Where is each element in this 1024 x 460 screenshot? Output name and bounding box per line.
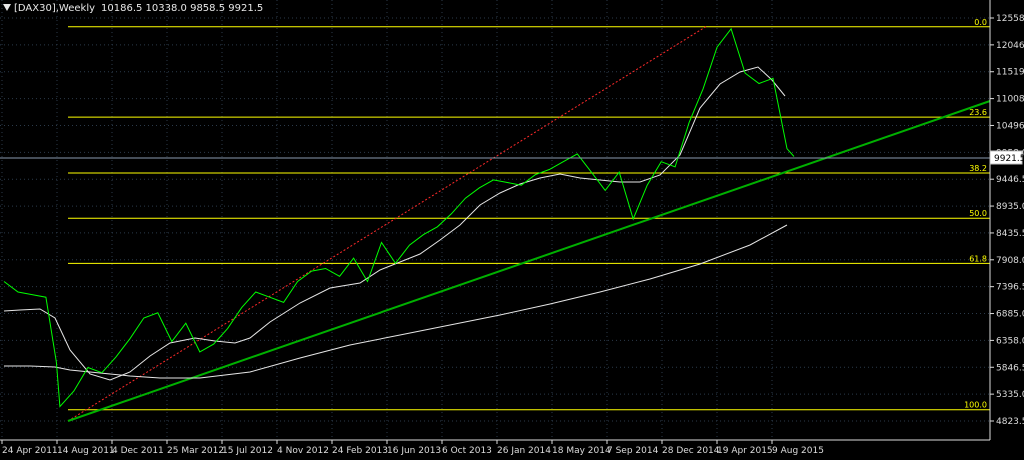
y-tick-label: 11519.5 <box>996 68 1024 78</box>
fibonacci-retracement[interactable]: 0.0 23.6 38.2 50.0 61.8 100.0 <box>68 18 990 411</box>
x-tick-label: 16 Jun 2013 <box>387 446 441 456</box>
fibonacci-level-label: 23.6 <box>969 108 987 117</box>
y-tick-label: 10496.5 <box>996 121 1024 131</box>
y-tick-label: 7908.0 <box>996 256 1024 266</box>
y-tick-label: 4823.5 <box>996 417 1024 427</box>
x-tick-label: 24 Apr 2011 <box>2 446 58 456</box>
trend-lines[interactable] <box>67 25 991 422</box>
y-tick-label: 9446.5 <box>996 175 1024 185</box>
chart-ohlc: 10186.5 10338.0 9858.5 9921.5 <box>101 3 264 14</box>
chart-header: [DAX30],Weekly 10186.5 10338.0 9858.5 992… <box>14 3 263 14</box>
moving-average-long <box>4 224 788 379</box>
y-tick-label: 8435.5 <box>996 229 1024 239</box>
fibonacci-level-label: 38.2 <box>969 164 987 173</box>
moving-averages <box>3 66 788 381</box>
x-tick-label: 26 Jan 2014 <box>497 446 551 456</box>
trend-line[interactable] <box>67 100 991 422</box>
fibonacci-level-label: 100.0 <box>964 401 987 410</box>
fibonacci-level-label: 61.8 <box>969 254 987 263</box>
y-tick-label: 12046.5 <box>996 41 1024 51</box>
y-tick-label: 5335.0 <box>996 390 1024 400</box>
x-tick-label: 6 Oct 2013 <box>442 446 492 456</box>
price-series <box>3 27 795 408</box>
fibonacci-level-label: 0.0 <box>974 18 987 27</box>
moving-average-short <box>3 66 786 381</box>
price-line <box>3 27 795 408</box>
x-tick-label: 28 Dec 2014 <box>662 446 720 456</box>
y-tick-label: 5846.5 <box>996 363 1024 373</box>
x-tick-label: 14 Aug 2011 <box>57 446 115 456</box>
x-tick-label: 4 Nov 2012 <box>277 446 329 456</box>
current-price-box <box>989 150 1023 165</box>
x-tick-label: 25 Mar 2012 <box>167 446 224 456</box>
x-tick-label: 15 Jul 2012 <box>222 446 273 456</box>
x-tick-label: 24 Feb 2013 <box>332 446 388 456</box>
x-tick-label: 4 Dec 2011 <box>112 446 164 456</box>
x-tick-label: 18 May 2014 <box>552 446 611 456</box>
current-price-label: 9921.5 <box>994 154 1024 164</box>
current-price-marker: 9921.5 <box>0 150 1024 165</box>
chart-symbol: [DAX30],Weekly <box>14 3 96 14</box>
y-tick-label: 12558.0 <box>996 14 1024 24</box>
grid <box>0 0 990 440</box>
y-tick-label: 11008.0 <box>996 95 1024 105</box>
x-tick-label: 9 Aug 2015 <box>772 446 824 456</box>
x-tick-label: 7 Sep 2014 <box>607 446 659 456</box>
fan-line[interactable] <box>67 25 708 422</box>
y-tick-label: 6885.0 <box>996 310 1024 320</box>
x-tick-label: 19 Apr 2015 <box>717 446 773 456</box>
fibonacci-level-label: 50.0 <box>969 209 987 218</box>
chart-menu-triangle-icon[interactable] <box>3 4 11 11</box>
y-tick-label: 7396.5 <box>996 283 1024 293</box>
y-tick-label: 8935.0 <box>996 202 1024 212</box>
price-axis: 12558.012046.511519.511008.010496.59958.… <box>989 0 1024 440</box>
y-tick-label: 6358.0 <box>996 336 1024 346</box>
